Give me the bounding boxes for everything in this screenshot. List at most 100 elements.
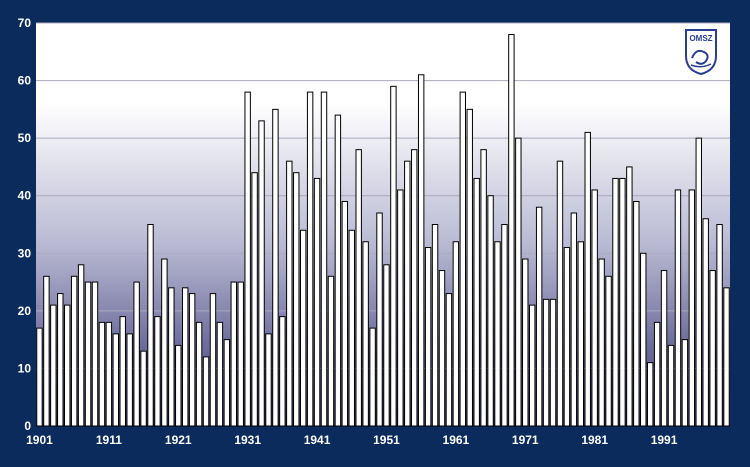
bar-1962 — [459, 91, 467, 427]
bar-1996 — [695, 137, 702, 427]
y-tick-label: 0 — [24, 419, 31, 433]
y-tick-label: 40 — [18, 189, 32, 203]
bar-1990 — [653, 321, 661, 427]
x-tick-label: 1941 — [304, 433, 331, 447]
bar-1973 — [535, 206, 543, 427]
bar-1956 — [417, 74, 425, 427]
bar-1907 — [77, 264, 85, 427]
bar-1914 — [126, 333, 133, 427]
bar-1902 — [43, 275, 50, 427]
y-tick-label: 60 — [18, 74, 32, 88]
x-axis-ticks: 1901 1911 1921 1931 1941 1951 1961 1971 1981 1991 — [26, 433, 678, 447]
bar-1992 — [667, 344, 675, 427]
logo-swirl-icon — [691, 49, 709, 65]
bar-1927 — [216, 321, 224, 427]
bar-1994 — [681, 339, 689, 427]
bar-1965 — [480, 149, 487, 427]
bar-1983 — [605, 275, 612, 427]
bar-1911 — [105, 321, 113, 427]
bar-1921 — [175, 344, 182, 427]
omsz-logo: OMSZ — [685, 29, 717, 76]
bar-1903 — [50, 304, 57, 427]
bar-1943 — [327, 275, 335, 427]
bar-1934 — [265, 333, 272, 427]
bar-1961 — [452, 241, 460, 427]
x-tick-label: 1951 — [373, 433, 400, 447]
bar-1953 — [397, 189, 404, 427]
bar-1981 — [591, 189, 598, 427]
x-tick-label: 1931 — [234, 433, 261, 447]
bar-1976 — [556, 160, 564, 427]
bar-1972 — [529, 304, 536, 427]
bar-1924 — [195, 321, 203, 427]
bar-1955 — [411, 149, 418, 427]
bar-1940 — [306, 91, 314, 427]
bar-1942 — [320, 91, 328, 427]
bar-1964 — [473, 177, 480, 427]
bar-1928 — [223, 339, 231, 427]
bar-1904 — [57, 293, 64, 427]
bar-1979 — [577, 241, 584, 427]
bar-1946 — [348, 229, 355, 427]
logo-wave-icon — [690, 63, 712, 68]
bar-1974 — [542, 298, 550, 427]
bar-1932 — [251, 172, 258, 427]
bar-1991 — [660, 270, 668, 427]
bar-1908 — [84, 281, 92, 427]
bar-1978 — [570, 212, 578, 427]
bar-1960 — [445, 293, 453, 427]
y-tick-label: 20 — [18, 304, 32, 318]
bar-1966 — [487, 195, 494, 427]
bar-1954 — [404, 160, 411, 427]
bar-1922 — [182, 287, 189, 427]
bar-1952 — [390, 85, 397, 427]
bar-1938 — [293, 172, 300, 427]
bar-1950 — [376, 212, 383, 427]
x-tick-label: 1981 — [581, 433, 608, 447]
bar-1918 — [154, 316, 161, 427]
bar-1999 — [716, 224, 723, 427]
bar-1959 — [438, 270, 446, 427]
bar-1912 — [112, 333, 120, 427]
logo-shield — [685, 29, 717, 76]
bar-1920 — [168, 287, 175, 427]
bar-1933 — [258, 120, 265, 427]
bar-1984 — [612, 177, 619, 427]
bar-1949 — [369, 327, 376, 427]
bar-1968 — [501, 224, 508, 427]
bar-1926 — [209, 293, 217, 427]
bar-1948 — [362, 241, 369, 427]
bar-1913 — [119, 316, 126, 427]
x-tick-label: 1961 — [443, 433, 470, 447]
x-tick-label: 1971 — [512, 433, 539, 447]
bar-1923 — [188, 293, 196, 427]
bar-1987 — [633, 200, 640, 427]
bar-1967 — [494, 241, 501, 427]
x-tick-label: 1921 — [165, 433, 192, 447]
bar-1941 — [313, 177, 321, 427]
bar-1905 — [64, 304, 71, 427]
bar-1945 — [341, 200, 349, 427]
bar-1936 — [279, 316, 286, 427]
plot-area — [36, 23, 730, 426]
bar-1931 — [244, 91, 251, 427]
bar-1919 — [161, 258, 168, 427]
bar-1951 — [383, 264, 390, 427]
bar-1970 — [515, 137, 522, 427]
bar-2000 — [723, 287, 730, 427]
bar-1947 — [355, 149, 362, 427]
bar-1963 — [466, 108, 473, 427]
x-tick-label: 1901 — [26, 433, 53, 447]
bar-1915 — [133, 281, 140, 427]
bar-1939 — [299, 229, 307, 427]
bar-1969 — [508, 34, 515, 427]
bar-1980 — [584, 131, 591, 427]
bar-1917 — [147, 224, 154, 427]
bar-1988 — [640, 252, 647, 427]
logo-text: OMSZ — [689, 34, 712, 43]
bar-1957 — [424, 247, 432, 427]
x-tick-label: 1911 — [96, 433, 122, 447]
y-tick-label: 10 — [18, 361, 32, 375]
bar-1916 — [140, 350, 147, 427]
